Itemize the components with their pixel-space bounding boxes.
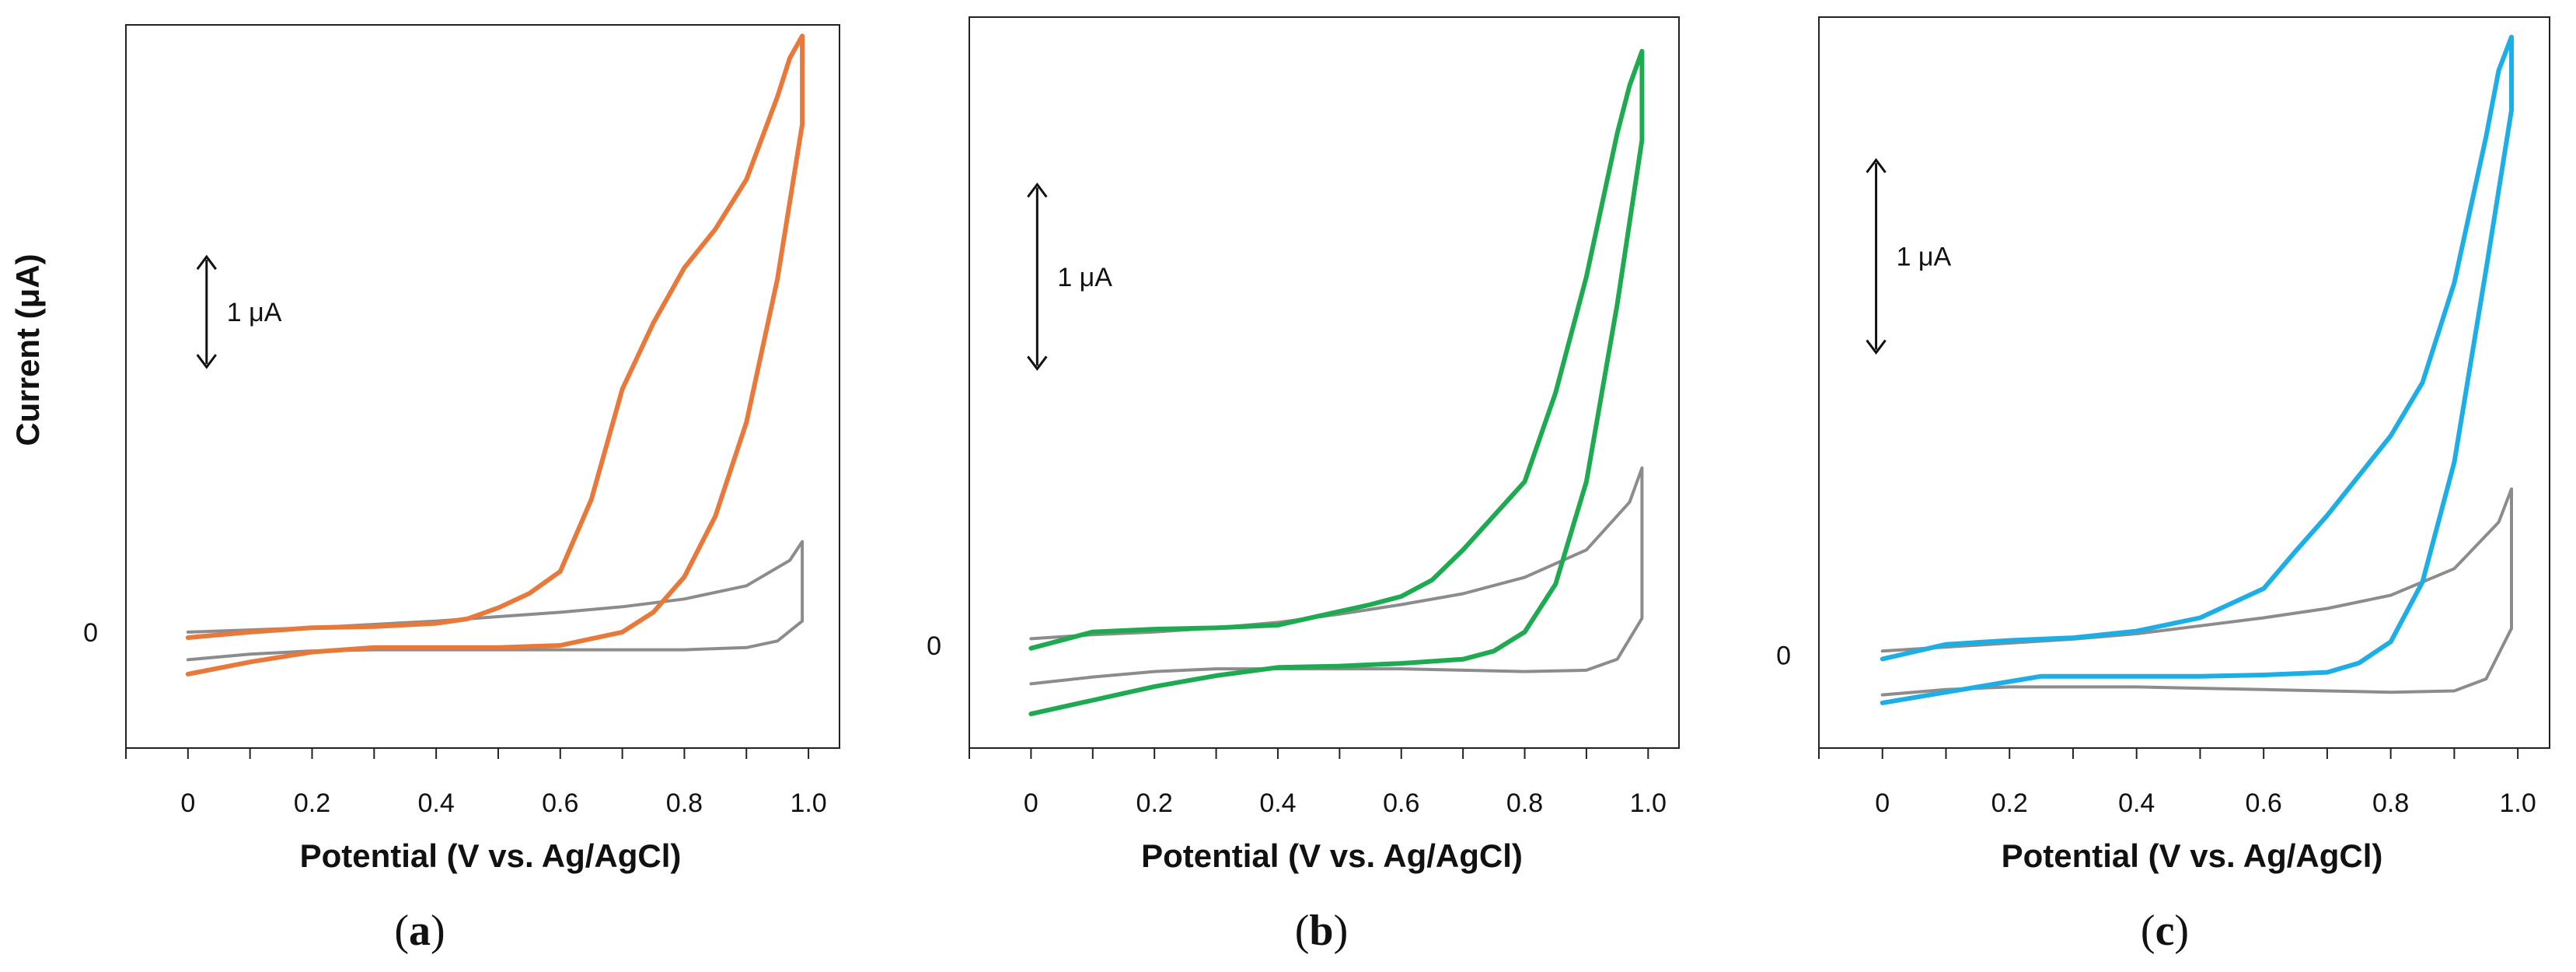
panel-b: 0 0.2 0.4 0.6 0.8 1.0 0 1 μA Potential (V vs. Ag… bbox=[927, 16, 1680, 955]
x-tick-label: 0.8 bbox=[2372, 788, 2409, 818]
x-tick-label: 1.0 bbox=[790, 788, 826, 818]
scale-bar: 1 μA bbox=[1027, 182, 1112, 371]
plot-frame bbox=[125, 24, 840, 749]
y-tick-label: 0 bbox=[83, 618, 98, 648]
series-line-background bbox=[1029, 466, 1644, 686]
x-tick-label: 0.2 bbox=[294, 788, 330, 818]
x-tick-label: 0.2 bbox=[1136, 788, 1173, 818]
scale-bar-arrow-down bbox=[1866, 339, 1887, 355]
x-tick-label: 0.8 bbox=[1506, 788, 1543, 818]
scale-bar-label: 1 μA bbox=[1897, 243, 1952, 272]
series-line-sample bbox=[185, 33, 805, 677]
x-tick-label: 0 bbox=[1024, 788, 1038, 818]
plot-frame bbox=[969, 16, 1680, 749]
scale-bar-arrow-up bbox=[1027, 182, 1048, 198]
x-tick-label: 0.6 bbox=[1383, 788, 1419, 818]
x-tick-label: 0 bbox=[1875, 788, 1890, 818]
series-line-sample bbox=[1880, 34, 2514, 705]
y-tick-label: 0 bbox=[927, 631, 941, 661]
panel-a: 0 0.2 0.4 0.6 0.8 1.0 0 1 μA Potential (V vs. Ag… bbox=[83, 24, 840, 955]
x-tick-label: 0.8 bbox=[666, 788, 703, 818]
scale-bar-arrow-up bbox=[1866, 158, 1887, 173]
panel-label: (b) bbox=[1295, 907, 1348, 955]
scale-bar: 1 μA bbox=[1866, 158, 1952, 355]
panel-label: (a) bbox=[394, 907, 445, 955]
panel-label: (c) bbox=[2141, 907, 2189, 955]
x-tick-label: 1.0 bbox=[2499, 788, 2536, 818]
y-tick-label: 0 bbox=[1776, 641, 1791, 670]
x-axis-title: Potential (V vs. Ag/AgCl) bbox=[2002, 837, 2383, 874]
y-axis-title: Current (μA) bbox=[9, 253, 46, 446]
x-axis-title: Potential (V vs. Ag/AgCl) bbox=[300, 837, 682, 874]
plot-frame bbox=[1818, 16, 2550, 749]
x-tick-label: 0.4 bbox=[1259, 788, 1296, 818]
scale-bar-label: 1 μA bbox=[227, 298, 282, 327]
series-line-sample bbox=[1028, 48, 1645, 717]
panel-c: 0 0.2 0.4 0.6 0.8 1.0 0 1 μA Potential (V vs. Ag… bbox=[1776, 16, 2550, 955]
series-line-background bbox=[1880, 487, 2513, 697]
x-tick-label: 0.4 bbox=[2118, 788, 2155, 818]
x-tick-label: 0.4 bbox=[417, 788, 454, 818]
scale-bar-label: 1 μA bbox=[1057, 263, 1112, 292]
x-tick-label: 1.0 bbox=[1630, 788, 1667, 818]
x-tick-label: 0.6 bbox=[542, 788, 578, 818]
x-axis-title: Potential (V vs. Ag/AgCl) bbox=[1141, 837, 1523, 874]
scale-bar-arrow-up bbox=[196, 254, 217, 271]
scale-bar: 1 μA bbox=[196, 254, 282, 369]
x-tick-label: 0.6 bbox=[2246, 788, 2282, 818]
scale-bar-arrow-down bbox=[1027, 355, 1048, 371]
series-line-background bbox=[186, 540, 805, 662]
x-tick-label: 0.2 bbox=[1991, 788, 2028, 818]
scale-bar-arrow-down bbox=[196, 354, 217, 369]
x-tick-label: 0 bbox=[180, 788, 195, 818]
